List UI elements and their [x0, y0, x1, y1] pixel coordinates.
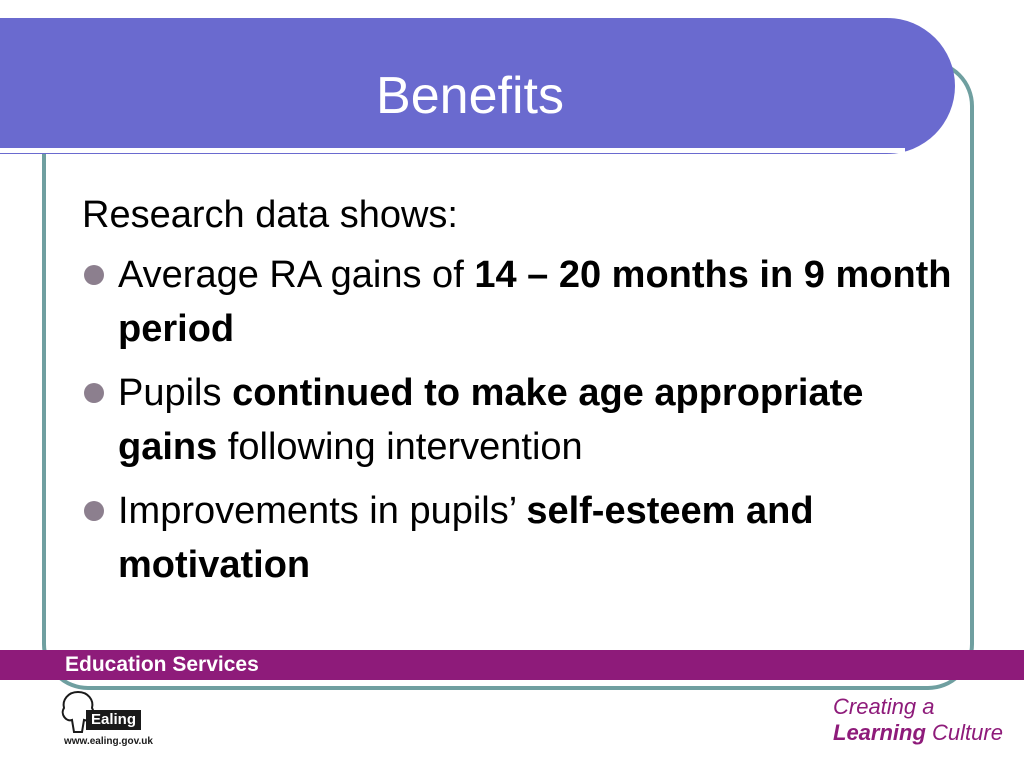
ealing-logo: Ealing www.ealing.gov.uk [58, 688, 153, 752]
slide-title: Benefits [376, 67, 564, 125]
logo-url: www.ealing.gov.uk [64, 736, 153, 747]
content-frame [42, 60, 974, 690]
intro-text: Research data shows: [82, 194, 458, 236]
tagline-bold: Learning [833, 720, 926, 745]
footer-strip: Education Services [0, 650, 1024, 680]
bullet-item: Improvements in pupils’ self-esteem and … [82, 484, 952, 592]
bullet-bold-text: 14 – 20 months in 9 month period [118, 254, 952, 350]
tree-icon [61, 690, 95, 733]
bullet-text: Average RA gains of [118, 254, 475, 296]
bullet-bold-text: self-esteem and motivation [118, 490, 814, 586]
bullet-item: Average RA gains of 14 – 20 months in 9 … [82, 248, 952, 356]
bullet-dot-icon [84, 265, 104, 285]
tagline: Creating a Learning Culture [833, 694, 1003, 746]
slide-content: Research data shows: Average RA gains of… [82, 188, 952, 602]
tagline-rest: Culture [932, 720, 1003, 745]
bullet-dot-icon [84, 501, 104, 521]
title-underline [0, 148, 905, 153]
title-bar: Benefits [0, 18, 955, 154]
bullet-text: Pupils [118, 372, 233, 414]
bullet-dot-icon [84, 383, 104, 403]
tagline-line1: Creating a [833, 694, 935, 719]
bullet-bold-text: continued to make age appropriate gains [118, 372, 864, 468]
footer-label: Education Services [65, 653, 259, 676]
bullet-text-end: following intervention [217, 426, 583, 468]
logo-word: Ealing [86, 710, 142, 730]
bullet-text: Improvements in pupils’ [118, 490, 527, 532]
bullet-list: Average RA gains of 14 – 20 months in 9 … [82, 248, 952, 592]
bullet-item: Pupils continued to make age appropriate… [82, 366, 952, 474]
